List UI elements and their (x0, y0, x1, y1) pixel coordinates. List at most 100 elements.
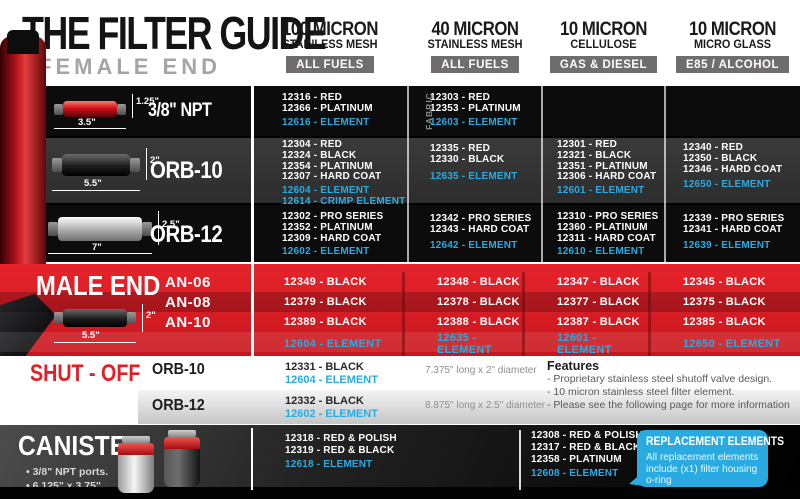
part-number: 12304 - RED (282, 139, 343, 150)
part-number: 12346 - HARD COAT (683, 163, 783, 175)
red-cap (118, 443, 154, 455)
column-separator (251, 428, 253, 490)
row-label: ORB-10 (150, 157, 223, 184)
parts-cell: 12302 - PRO SERIES 12352 - PLATINUM 12309 … (252, 205, 408, 262)
element-number: 12604 - ELEMENT (282, 185, 370, 197)
part-number: 12307 - HARD COAT (282, 171, 382, 183)
element-number: 12608 - ELEMENT (531, 468, 619, 479)
spec-bullet: • 3/8" NPT ports. (26, 466, 109, 478)
element-number: 12635 - ELEMENT (430, 170, 518, 182)
filter-body (63, 101, 117, 117)
page-title: THE FILTER GUIDE (22, 7, 327, 59)
part-number: 12378 - BLACK (402, 292, 522, 312)
part-number: 12358 - PLATINUM (531, 454, 622, 465)
column-header-100-micron: 100 MICRON STAINLESS MESH ALL FUELS (252, 0, 408, 85)
female-end-table: 1.25" 3.5" 3/8" NPT 12316 - RED 12366 - P… (0, 86, 800, 262)
shut-off-section: SHUT - OFF ORB-10 12331 - BLACK 12604 - … (0, 357, 800, 424)
filter-end-cap (48, 222, 58, 236)
part-number: 12339 - PRO SERIES (683, 213, 785, 224)
part-list: 12304 - RED 12324 - BLACK 12354 - PLATINUM… (282, 139, 408, 183)
part-list: 12310 - PRO SERIES 12360 - PLATINUM 12311 … (557, 211, 665, 244)
column-separator (251, 86, 254, 262)
row-label: ORB-10 (152, 361, 205, 378)
filter-photo-npt: 1.25" 3.5" (52, 90, 182, 132)
part-number: 12318 - RED & POLISH (285, 433, 397, 444)
part-number: 12353 - PLATINUM (430, 102, 521, 114)
column-header-10-micron-micro-glass: 10 MICRON MICRO GLASS E85 / ALCOHOL (665, 0, 800, 85)
part-number: 12301 - RED (557, 139, 618, 150)
part-list: 12342 - PRO SERIES 12343 - HARD COAT (430, 213, 542, 236)
fabric-note: FABRIC (423, 92, 434, 130)
part-number: 12366 - PLATINUM (282, 102, 373, 114)
fuel-type-badge: E85 / ALCOHOL (676, 56, 789, 73)
element-number: 12650 - ELEMENT (648, 332, 800, 356)
filter-end-cap (52, 158, 62, 172)
part-number: 12379 - BLACK (284, 296, 367, 308)
part-list: 12335 - RED 12330 - BLACK (430, 143, 542, 166)
part-list: 12301 - RED 12321 - BLACK 12351 - PLATINUM… (557, 139, 665, 183)
width-dimension: 7" (92, 242, 102, 253)
part-number: 12317 - RED & BLACK (531, 442, 641, 453)
part-number: 12343 - HARD COAT (430, 223, 530, 235)
element-number: 12616 - ELEMENT (282, 116, 370, 128)
height-dimension: 2" (150, 155, 160, 166)
table-row-elements: 12604 - ELEMENT 12635 - ELEMENT 12601 - … (0, 332, 800, 356)
filter-body (63, 309, 127, 327)
filter-end-cap (54, 312, 63, 324)
replacement-elements-title: REPLACEMENT ELEMENTS (646, 436, 785, 448)
parts-cell-empty (542, 86, 665, 136)
row-label: ORB-12 (152, 397, 205, 414)
filter-end-cap (54, 104, 63, 115)
filter-cap (7, 30, 39, 54)
part-number: 12387 - BLACK (522, 312, 648, 332)
element-number: 12601 - ELEMENT (557, 185, 645, 197)
element-number: 12603 - ELEMENT (430, 116, 518, 128)
part-number: 12330 - BLACK (430, 153, 505, 165)
red-cap (164, 437, 200, 449)
part-list: 12340 - RED 12350 - BLACK 12346 - HARD COA… (683, 142, 800, 175)
dimension-line (146, 148, 147, 180)
filter-photo-male: 2" 5.5" (52, 304, 192, 352)
filter-body (62, 154, 130, 176)
element-list: 12639 - ELEMENT (683, 239, 800, 252)
element-list: 12616 - ELEMENT (282, 116, 408, 129)
parts-cell: 12310 - PRO SERIES 12360 - PLATINUM 12311 … (542, 205, 665, 262)
width-dimension: 3.5" (78, 117, 96, 128)
dimension-line (48, 253, 152, 254)
dimension-line (158, 211, 159, 245)
row-label-cell: 1.25" 3.5" 3/8" NPT (0, 86, 252, 136)
table-row-an10: AN-10 12389 - BLACK 12388 - BLACK 12387 … (0, 312, 800, 332)
parts-cell: 12340 - RED 12350 - BLACK 12346 - HARD COA… (665, 138, 800, 208)
part-list: 12303 - RED 12353 - PLATINUM (430, 92, 542, 115)
column-subtitle: STAINLESS MESH (282, 39, 378, 51)
element-list: 12650 - ELEMENT (683, 180, 800, 191)
part-number: 12302 - PRO SERIES (282, 211, 384, 222)
column-subtitle: MICRO GLASS (693, 39, 772, 51)
part-list: 12308 - RED & POLISH 12317 - RED & BLACK 1… (531, 430, 643, 466)
dimension-line (132, 94, 133, 118)
filter-photo-orb12: 2.5" 7" (46, 209, 196, 257)
part-list: 12339 - PRO SERIES 12341 - HARD COAT (683, 213, 800, 236)
element-number: 12604 - ELEMENT (285, 374, 378, 386)
column-header-40-micron: 40 MICRON STAINLESS MESH ALL FUELS (408, 0, 542, 85)
row-label: ORB-12 (150, 221, 223, 248)
male-end-rows: AN-06 12349 - BLACK 12348 - BLACK 12347 … (0, 272, 800, 356)
red-filter-photo (0, 30, 46, 264)
parts-cell: FABRIC 12303 - RED 12353 - PLATINUM 12603… (408, 86, 542, 136)
width-dimension: 5.5" (84, 178, 102, 189)
element-number: 12639 - ELEMENT (683, 239, 771, 251)
part-number: 12385 - BLACK (648, 312, 800, 332)
part-number: 12352 - PLATINUM (282, 221, 373, 233)
column-subtitle: STAINLESS MESH (427, 39, 523, 51)
part-number: 12360 - PLATINUM (557, 221, 648, 233)
part-number: 12319 - RED & BLACK (285, 445, 395, 456)
parts-cell: 12339 - PRO SERIES 12341 - HARD COAT 1263… (665, 205, 800, 262)
parts-cell: 12304 - RED 12324 - BLACK 12354 - PLATINUM… (252, 138, 408, 208)
orb12-row-stripe (138, 390, 800, 424)
bottom-bar (0, 487, 800, 499)
part-number: 12388 - BLACK (402, 312, 522, 332)
replacement-elements-callout: REPLACEMENT ELEMENTS All replacement ele… (637, 430, 784, 487)
part-number: 12316 - RED (282, 92, 343, 103)
part-number: 12308 - RED & POLISH (531, 430, 643, 441)
